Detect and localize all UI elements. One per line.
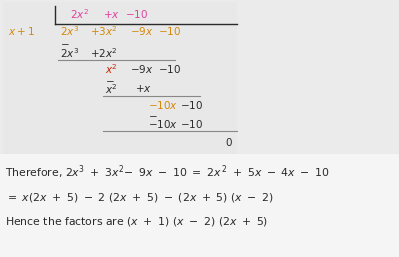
Text: Hence the factors are $(x\ +\ 1)\ (x\ -\ 2)\ (2x\ +\ 5)$: Hence the factors are $(x\ +\ 1)\ (x\ -\… [5,216,268,228]
Text: $2x^3$: $2x^3$ [60,24,79,38]
Text: $-10$: $-10$ [180,118,203,130]
Text: $0$: $0$ [225,136,233,148]
Text: $2x^2$: $2x^2$ [70,7,89,21]
FancyBboxPatch shape [3,2,237,154]
Text: $-$: $-$ [60,38,69,48]
Text: $-10$: $-10$ [125,8,148,20]
Text: $+x$: $+x$ [135,84,152,95]
Text: $-10$: $-10$ [180,99,203,111]
Text: Therefore, $2x^3\ +\ 3x^2\!-\ 9x\ -\ 10\ =\ 2x^{\,2}\ +\ 5x\ -\ 4x\ -\ 10$: Therefore, $2x^3\ +\ 3x^2\!-\ 9x\ -\ 10\… [5,163,330,181]
Text: $x+1$: $x+1$ [8,25,35,37]
Text: $=\ x(2x\ +\ 5)\ -\ 2\ (2x\ +\ 5)\ -\ (2x\ +\ 5)\ (x\ -\ 2)$: $=\ x(2x\ +\ 5)\ -\ 2\ (2x\ +\ 5)\ -\ (2… [5,191,274,205]
Text: $-$: $-$ [148,110,158,120]
Text: $2x^3$: $2x^3$ [60,46,79,60]
Text: $-10$: $-10$ [158,25,181,37]
Text: $-$: $-$ [105,75,115,85]
Text: $-10x$: $-10x$ [148,118,178,130]
Text: $+2x^2$: $+2x^2$ [90,46,118,60]
Text: $-10x$: $-10x$ [148,99,178,111]
Text: $-9x$: $-9x$ [130,63,154,75]
Text: $-10$: $-10$ [158,63,181,75]
Text: $-9x$: $-9x$ [130,25,154,37]
Text: $x^2$: $x^2$ [105,82,118,96]
Text: $x^2$: $x^2$ [105,62,118,76]
Text: $+3x^2$: $+3x^2$ [90,24,118,38]
FancyBboxPatch shape [0,154,399,257]
Text: $+x$: $+x$ [103,8,120,20]
